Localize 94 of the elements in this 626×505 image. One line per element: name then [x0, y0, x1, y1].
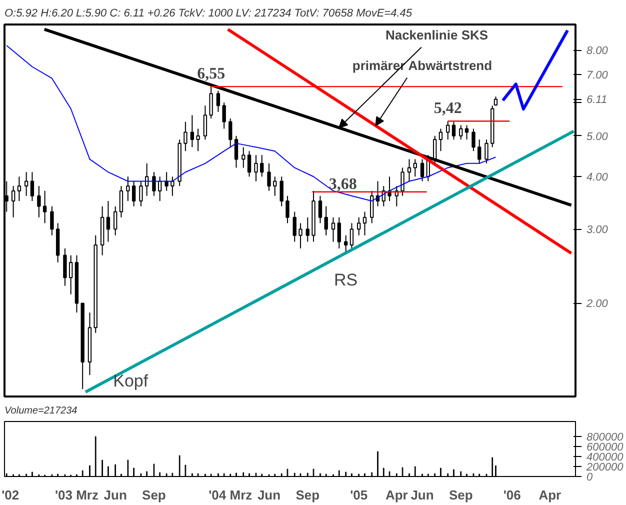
candlestick: [413, 158, 417, 178]
candlestick: [407, 158, 412, 182]
candlestick: [452, 121, 456, 140]
candlestick: [222, 102, 226, 130]
y-tick-label: 400000: [586, 452, 624, 464]
candlestick: [478, 139, 482, 164]
y-tick-label: 8.00: [586, 45, 609, 58]
candlestick: [139, 180, 143, 207]
y-tick-label: 0: [586, 472, 594, 484]
line-series: [501, 28, 570, 111]
candlestick: [158, 176, 162, 202]
annotation: 5,42: [434, 100, 462, 118]
candlestick: [37, 185, 41, 218]
candlestick: [209, 86, 213, 119]
y-tick-label: 7.00: [586, 69, 609, 82]
x-tick-label: '03 Mrz: [54, 488, 99, 502]
y-tick-label: 200000: [586, 462, 624, 474]
y-tick-label: 2.00: [586, 298, 609, 310]
candlestick: [400, 167, 404, 196]
candlestick: [242, 146, 246, 168]
x-tick-label: Sep: [142, 488, 166, 502]
candlestick: [190, 114, 194, 148]
candlestick: [331, 216, 336, 242]
candlestick: [260, 154, 264, 178]
x-tick-label: '05: [350, 488, 368, 502]
candlestick: [459, 124, 463, 140]
candlestick: [324, 206, 328, 236]
annotation: 6,55: [197, 66, 226, 83]
candlestick: [464, 124, 469, 140]
candlestick: [114, 206, 118, 236]
candlestick: [280, 176, 284, 207]
y-tick-label: 4.00: [586, 172, 609, 184]
candlestick: [484, 139, 488, 164]
x-tick-label: Jun: [410, 488, 434, 502]
candlestick: [273, 176, 277, 196]
candlestick: [42, 190, 47, 224]
candlestick: [30, 172, 34, 202]
candlestick: [50, 206, 54, 236]
candlestick: [292, 211, 296, 242]
candlestick: [370, 190, 374, 224]
x-tick-label: Sep: [448, 488, 473, 502]
candlestick: [357, 216, 361, 236]
candlestick: [164, 172, 168, 192]
candlestick: [152, 172, 156, 196]
x-tick-label: Sep: [296, 488, 320, 502]
y-tick-label: 3.00: [586, 224, 609, 236]
candlestick: [234, 135, 238, 168]
candlestick: [184, 121, 188, 152]
candlestick: [203, 105, 208, 140]
y-tick-label: 600000: [586, 442, 624, 454]
candlestick: [170, 176, 174, 196]
chart-title: Volume=217234: [4, 406, 78, 416]
candlestick: [68, 254, 73, 295]
candlestick: [254, 154, 258, 182]
x-tick-label: '04 Mrz: [208, 488, 253, 502]
x-tick-label: Apr: [538, 488, 562, 502]
y-tick-label: 6.11: [586, 94, 608, 106]
x-tick-label: Jun: [104, 488, 127, 502]
candlestick: [11, 185, 16, 218]
annotation: Nackenlinie SKS: [385, 27, 488, 42]
candlestick: [350, 222, 354, 249]
x-tick-label: '06: [503, 488, 521, 502]
x-tick-label: Apr: [385, 488, 408, 502]
x-tick-label: Jun: [257, 488, 281, 502]
candlestick: [337, 216, 341, 249]
candlestick: [420, 158, 424, 182]
candlestick: [228, 118, 232, 148]
x-tick-label: '02: [2, 488, 20, 502]
candlestick: [267, 162, 271, 192]
candlestick: [446, 120, 450, 140]
candlestick: [438, 128, 443, 152]
candlestick: [106, 200, 110, 242]
candlestick: [126, 176, 130, 202]
y-tick-label: 5.00: [586, 130, 609, 143]
annotation: Kopf: [113, 372, 148, 391]
candlestick: [318, 195, 322, 224]
candlestick: [216, 90, 220, 112]
candlestick: [196, 128, 200, 152]
candlestick: [286, 195, 290, 224]
candlestick: [344, 234, 348, 252]
candlestick: [247, 150, 252, 178]
candlestick: [306, 216, 310, 242]
candlestick: [63, 248, 67, 286]
chart-title: O:5.92 H:6.20 L:5.90 C: 6.11 +0.26 TckV: 1000 LV: 217234 TotV: 70658 MovE=4.45: [4, 8, 413, 20]
candlestick: [17, 176, 22, 202]
candlestick: [472, 128, 476, 152]
candlestick: [298, 222, 302, 249]
annotation: RS: [334, 270, 358, 290]
y-tick-label: 800000: [586, 432, 624, 444]
candlestick: [132, 180, 136, 207]
candlestick: [24, 172, 28, 196]
candlestick: [362, 211, 367, 236]
annotation: 3,68: [328, 176, 357, 193]
candlestick: [119, 185, 124, 218]
